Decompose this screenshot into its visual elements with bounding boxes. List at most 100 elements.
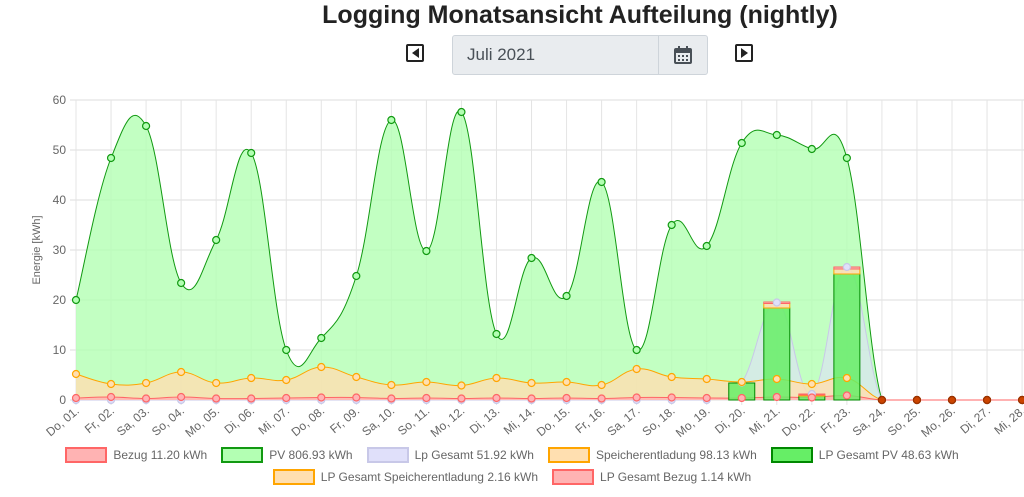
data-point <box>282 375 291 385</box>
data-point <box>737 138 746 148</box>
data-point <box>212 235 221 245</box>
x-tick-label: Do, 01. <box>43 404 82 440</box>
page-title: Logging Monatsansicht Aufteilung (nightl… <box>322 1 838 29</box>
y-tick-label: 60 <box>53 93 67 107</box>
data-point <box>737 377 746 387</box>
x-tick-label: Sa, 03. <box>114 404 152 439</box>
legend-swatch <box>366 447 409 463</box>
legend-label: Lp Gesamt 51.92 kWh <box>414 448 534 462</box>
x-tick-label: Fr, 16. <box>572 404 607 437</box>
legend-label: Bezug 11.20 kWh <box>113 448 208 462</box>
x-tick-label: Fr, 23. <box>818 404 853 437</box>
data-point <box>422 393 431 403</box>
data-point <box>141 121 151 131</box>
data-point <box>632 364 641 374</box>
legend-item[interactable]: Lp Gesamt 51.92 kWh <box>366 447 534 463</box>
data-point <box>457 381 466 390</box>
caret-left-icon <box>411 48 419 58</box>
data-point <box>106 153 116 163</box>
data-point <box>597 177 606 187</box>
data-point <box>877 395 887 405</box>
data-point <box>807 379 816 389</box>
prev-month-button[interactable] <box>406 44 424 62</box>
data-point <box>842 373 851 383</box>
x-tick-label: Di, 13. <box>467 404 503 437</box>
data-point <box>527 253 536 263</box>
legend-item[interactable]: PV 806.93 kWh <box>221 447 353 463</box>
data-point <box>177 367 186 377</box>
data-point <box>492 329 501 339</box>
series-line-1 <box>75 110 1023 401</box>
next-month-button[interactable] <box>735 44 753 62</box>
x-tick-label: So, 25. <box>885 404 923 439</box>
data-point <box>492 393 501 403</box>
x-tick-label: So, 11. <box>395 404 432 439</box>
data-point <box>352 393 361 402</box>
data-point <box>527 394 536 403</box>
data-point <box>352 271 361 281</box>
data-point <box>317 333 326 343</box>
x-tick-label: So, 18. <box>639 404 677 439</box>
x-tick-label: Sa, 17. <box>604 404 642 439</box>
legend-label: LP Gesamt Speicherentladung 2.16 kWh <box>320 470 539 484</box>
x-tick-label: Fr, 09. <box>327 404 362 437</box>
y-tick-label: 50 <box>53 143 67 157</box>
data-point <box>282 393 291 403</box>
bar-4 <box>763 307 791 401</box>
series-line-0 <box>75 394 1023 401</box>
data-point <box>177 392 186 402</box>
data-point <box>387 394 396 403</box>
y-tick-label: 30 <box>53 243 67 257</box>
data-point <box>702 241 711 251</box>
legend-label: Speicherentladung 98.13 kWh <box>595 448 757 462</box>
data-point <box>106 392 116 402</box>
legend-swatch <box>770 447 813 463</box>
month-input[interactable]: Juli 2021 <box>467 45 536 64</box>
data-point <box>842 262 851 272</box>
calendar-button[interactable] <box>658 36 707 74</box>
x-tick-label: Di, 06. <box>222 404 258 437</box>
data-point <box>317 393 326 402</box>
data-point <box>597 394 606 403</box>
data-point <box>667 393 676 402</box>
data-point <box>141 378 151 388</box>
data-point <box>247 373 256 383</box>
data-point <box>947 395 957 405</box>
x-tick-label: Mi, 07. <box>256 404 293 438</box>
data-point <box>352 372 361 382</box>
legend-label: LP Gesamt PV 48.63 kWh <box>818 448 959 462</box>
x-tick-label: Do, 15. <box>534 404 573 440</box>
x-tick-label: Mo, 26. <box>918 404 958 440</box>
y-tick-label: 20 <box>53 293 67 307</box>
data-point <box>141 394 151 403</box>
caret-right-icon <box>740 48 748 58</box>
x-tick-label: Di, 20. <box>712 404 748 437</box>
legend-item[interactable]: LP Gesamt PV 48.63 kWh <box>770 447 959 463</box>
x-tick-label: Sa, 10. <box>359 404 397 439</box>
y-axis-label: Energie [kWh] <box>31 215 43 284</box>
data-point <box>772 392 781 402</box>
month-picker[interactable]: Juli 2021 <box>452 35 708 75</box>
legend-item[interactable]: LP Gesamt Speicherentladung 2.16 kWh <box>272 469 539 485</box>
x-tick-label: Mo, 05. <box>182 404 222 440</box>
data-point <box>772 298 781 307</box>
data-point <box>982 395 992 405</box>
data-point <box>772 374 781 384</box>
x-tick-label: Do, 22. <box>779 404 818 440</box>
data-point <box>667 220 676 230</box>
data-point <box>772 130 781 140</box>
legend-swatch <box>552 469 595 485</box>
data-point <box>457 107 466 117</box>
legend-row-2: LP Gesamt Speicherentladung 2.16 kWh LP G… <box>0 469 1024 485</box>
legend-item[interactable]: LP Gesamt Bezug 1.14 kWh <box>552 469 751 485</box>
data-point <box>527 378 536 388</box>
x-tick-label: Mi, 21. <box>746 404 783 438</box>
legend-item[interactable]: Speicherentladung 98.13 kWh <box>547 447 757 463</box>
data-point <box>1017 395 1024 405</box>
data-point <box>422 377 431 387</box>
data-point <box>387 380 396 390</box>
data-point <box>212 394 221 403</box>
legend-item[interactable]: Bezug 11.20 kWh <box>65 447 207 463</box>
x-tick-label: Mi, 28. <box>991 404 1024 438</box>
legend-swatch <box>272 469 315 485</box>
